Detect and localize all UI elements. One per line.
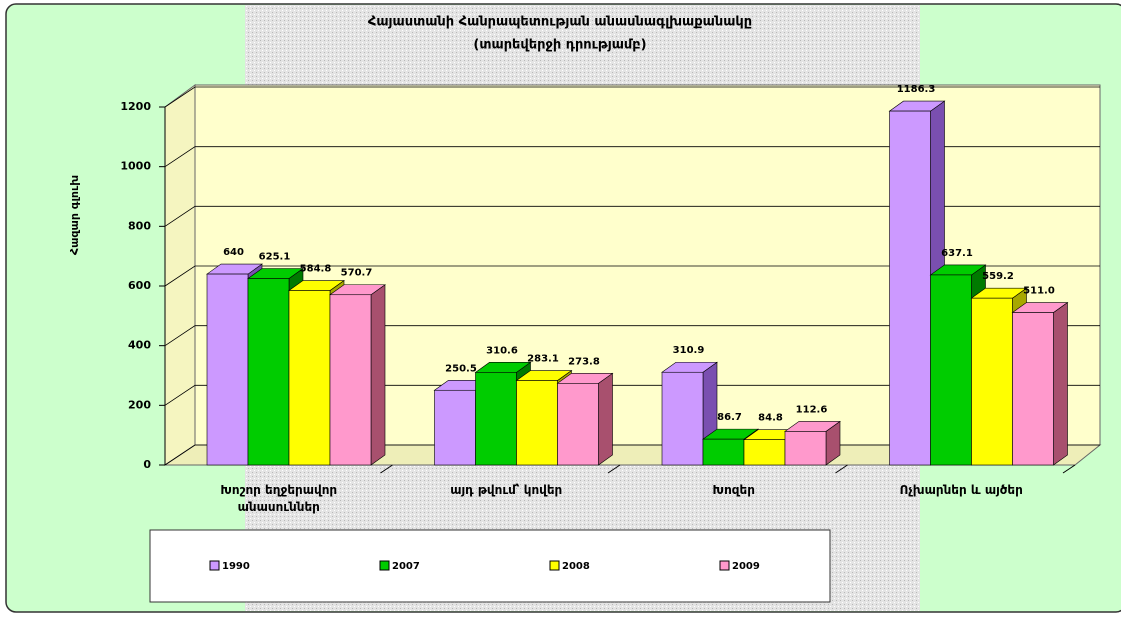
bar <box>288 290 331 466</box>
data-label: 1186.3 <box>897 84 936 95</box>
data-label: 86.7 <box>717 412 742 423</box>
y-tick-label: 200 <box>128 398 151 411</box>
x-tick <box>1062 464 1076 474</box>
bar <box>247 278 290 466</box>
bar <box>743 439 786 466</box>
y-axis-label: Հազար գլուխ <box>68 175 81 255</box>
legend-label: 2009 <box>732 561 760 572</box>
data-label: 283.1 <box>527 354 559 365</box>
legend-label: 1990 <box>222 561 250 572</box>
data-label: 584.8 <box>300 264 332 275</box>
legend <box>149 529 831 603</box>
side-wall <box>164 84 196 466</box>
data-label: 310.9 <box>673 345 705 356</box>
data-label: 511.0 <box>1023 286 1055 297</box>
bar <box>971 297 1013 466</box>
data-label: 310.6 <box>486 345 518 356</box>
bar <box>434 389 476 466</box>
bar-side <box>598 372 613 466</box>
data-label: 640 <box>223 247 244 258</box>
grid-line <box>164 265 1100 287</box>
data-label: 570.7 <box>341 268 373 279</box>
bar <box>889 110 931 466</box>
bar <box>784 431 827 466</box>
data-label: 637.1 <box>941 248 973 259</box>
grid-line <box>164 325 1100 346</box>
bar <box>930 274 972 466</box>
legend-swatch <box>719 560 730 571</box>
bar <box>661 371 704 466</box>
bar <box>557 383 599 466</box>
grid-line <box>164 86 1100 108</box>
bar <box>702 438 745 466</box>
y-tick-label: 800 <box>128 219 151 232</box>
legend-swatch <box>549 560 560 571</box>
bar <box>206 273 249 466</box>
bar <box>475 372 517 466</box>
data-label: 84.8 <box>758 413 783 424</box>
legend-label: 2007 <box>392 561 420 572</box>
x-tick-label: Ոչխարներ և այծեր <box>899 483 1023 497</box>
x-tick <box>380 464 393 474</box>
x-tick <box>835 464 848 474</box>
bar <box>1012 312 1054 466</box>
bar <box>329 294 372 466</box>
bar-side <box>1053 301 1068 466</box>
grid-line <box>164 146 1100 167</box>
data-label: 273.8 <box>568 356 600 367</box>
data-label: 559.2 <box>982 271 1014 282</box>
y-tick-label: 1000 <box>120 160 151 173</box>
x-tick-label: այդ թվում՝ կովեր <box>450 483 563 497</box>
chart-subtitle: (տարեվերջի դրությամբ) <box>473 38 646 53</box>
x-tick-label: Խոշոր եղջերավոր անասուններ <box>220 483 338 514</box>
bar <box>516 380 558 466</box>
y-tick-label: 600 <box>128 279 151 292</box>
grid-line <box>164 205 1100 227</box>
legend-label: 2008 <box>562 561 590 572</box>
data-label: 112.6 <box>796 404 828 415</box>
chart-title: Հայաստանի Հանրապետության անասնագլխաքանակ… <box>368 15 752 30</box>
legend-swatch <box>209 560 220 571</box>
legend-swatch <box>379 560 390 571</box>
grid-line <box>164 384 1100 406</box>
data-label: 625.1 <box>259 252 291 263</box>
bar-side <box>370 284 386 466</box>
y-tick-label: 0 <box>143 458 151 471</box>
y-tick-label: 1200 <box>120 100 151 113</box>
x-tick <box>607 464 621 474</box>
x-tick-label: Խոզեր <box>712 483 755 497</box>
y-tick-label: 400 <box>128 339 151 352</box>
data-label: 250.5 <box>445 363 477 374</box>
